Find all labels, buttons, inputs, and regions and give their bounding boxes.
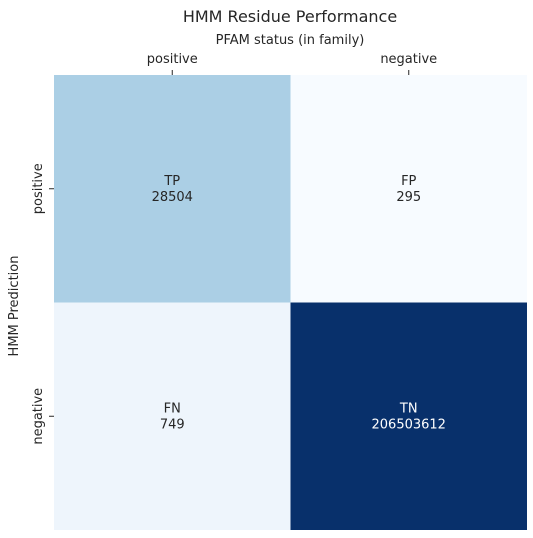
cell-fp <box>290 75 527 303</box>
cell-tp <box>54 75 291 303</box>
cell-fn-label: FN <box>164 401 181 416</box>
cell-tn <box>290 302 527 530</box>
y-axis-label: HMM Prediction <box>7 256 22 357</box>
chart-title: HMM Residue Performance <box>183 7 397 26</box>
y-axis-ticks: positive negative <box>31 163 54 445</box>
x-axis-ticks: positive negative <box>147 52 437 75</box>
x-tick-label-positive: positive <box>147 52 198 67</box>
cell-fp-label: FP <box>401 174 416 189</box>
cell-tn-value: 206503612 <box>372 417 446 432</box>
cell-tp-label: TP <box>163 174 180 189</box>
x-axis-label: PFAM status (in family) <box>216 33 365 48</box>
cell-fp-value: 295 <box>396 190 421 205</box>
cell-fn-value: 749 <box>160 417 185 432</box>
cell-tn-label: TN <box>399 401 418 416</box>
y-tick-label-positive: positive <box>31 163 46 214</box>
x-tick-label-negative: negative <box>380 52 437 67</box>
cell-tp-value: 28504 <box>152 190 193 205</box>
cell-fn <box>54 302 291 530</box>
y-tick-label-negative: negative <box>31 388 46 445</box>
